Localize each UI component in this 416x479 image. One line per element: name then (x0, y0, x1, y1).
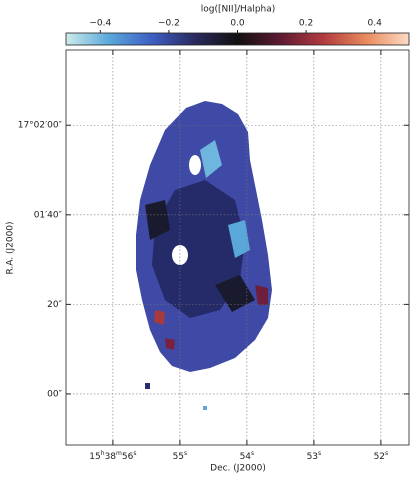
x-tick-label: 15h38m56s (89, 450, 136, 462)
colorbar-label: log([NII]/Halpha) (201, 5, 276, 15)
colorbar-tick-label: 0.2 (299, 19, 313, 29)
y-tick-label: 01′40″ (34, 210, 63, 220)
plot-frame (65, 49, 410, 446)
colorbar-tick-label: −0.2 (158, 19, 180, 29)
y-tick-label: 17°02′00″ (18, 121, 63, 131)
galaxy-image (136, 101, 272, 410)
x-axis-label: Dec. (J2000) (210, 464, 266, 474)
colorbar (65, 32, 410, 46)
colorbar-tick-label: 0.4 (368, 19, 383, 29)
x-tick-label: 55s (173, 450, 188, 462)
colorbar-tick-label: −0.4 (89, 19, 111, 29)
colorbar-tick-label: 0.0 (230, 19, 245, 29)
x-tick-label: 52s (374, 450, 389, 462)
y-tick-label: 20″ (47, 300, 62, 310)
y-tick-label: 00″ (47, 389, 62, 399)
x-tick-label: 53s (307, 450, 322, 462)
x-tick-label: 54s (240, 450, 255, 462)
y-axis-label: R.A. (J2000) (6, 221, 16, 274)
